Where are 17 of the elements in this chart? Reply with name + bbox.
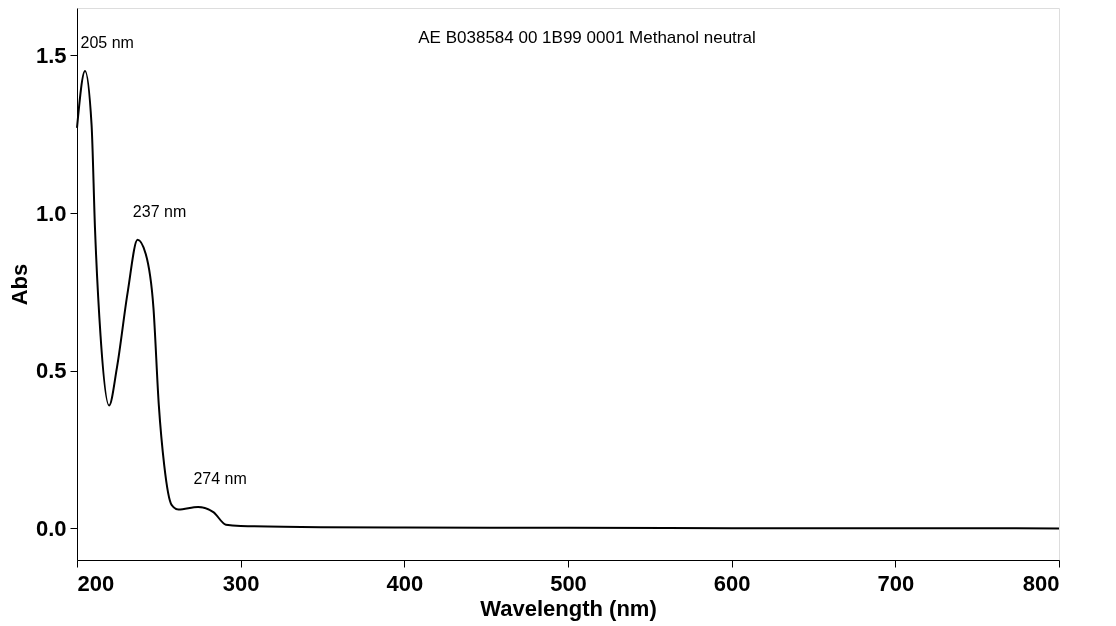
x-tick-label: 400 bbox=[386, 570, 424, 596]
annotation: AE B038584 00 1B99 0001 Methanol neutral bbox=[418, 28, 756, 47]
x-tick-label: 600 bbox=[713, 570, 751, 596]
y-axis-title: Abs bbox=[6, 263, 32, 306]
x-tick-label: 800 bbox=[1022, 570, 1060, 596]
y-tick-label: 1.0 bbox=[35, 200, 67, 226]
annotation: 205 nm bbox=[80, 34, 134, 52]
annotation: 237 nm bbox=[132, 202, 187, 220]
x-axis-title: Wavelength (nm) bbox=[480, 595, 657, 621]
x-tick-label: 700 bbox=[877, 570, 915, 596]
x-tick-label: 500 bbox=[550, 570, 587, 596]
annotation: 274 nm bbox=[193, 470, 247, 488]
y-tick-label: 0.5 bbox=[35, 358, 67, 384]
x-tick-label: 300 bbox=[222, 570, 260, 596]
y-tick-label: 0.0 bbox=[35, 515, 67, 541]
y-tick-label: 1.5 bbox=[35, 42, 67, 68]
x-tick-label: 200 bbox=[77, 570, 115, 596]
